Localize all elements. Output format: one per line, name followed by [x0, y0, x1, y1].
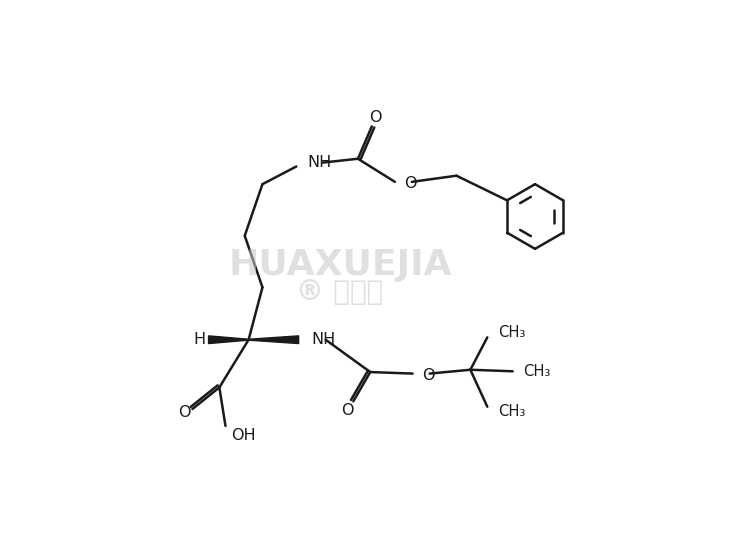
Text: O: O: [341, 403, 354, 418]
Text: O: O: [421, 368, 434, 383]
Text: CH₃: CH₃: [498, 325, 526, 340]
Text: NH: NH: [307, 155, 331, 170]
Text: ® 化学加: ® 化学加: [296, 278, 384, 306]
Text: CH₃: CH₃: [498, 404, 526, 419]
Polygon shape: [249, 336, 299, 343]
Polygon shape: [209, 336, 249, 343]
Text: NH: NH: [311, 332, 336, 347]
Text: O: O: [404, 176, 417, 191]
Text: O: O: [369, 109, 382, 124]
Text: H: H: [193, 332, 205, 347]
Text: HUAXUEJIA: HUAXUEJIA: [228, 248, 452, 283]
Text: O: O: [179, 405, 191, 420]
Text: CH₃: CH₃: [523, 364, 551, 379]
Text: OH: OH: [231, 429, 256, 444]
